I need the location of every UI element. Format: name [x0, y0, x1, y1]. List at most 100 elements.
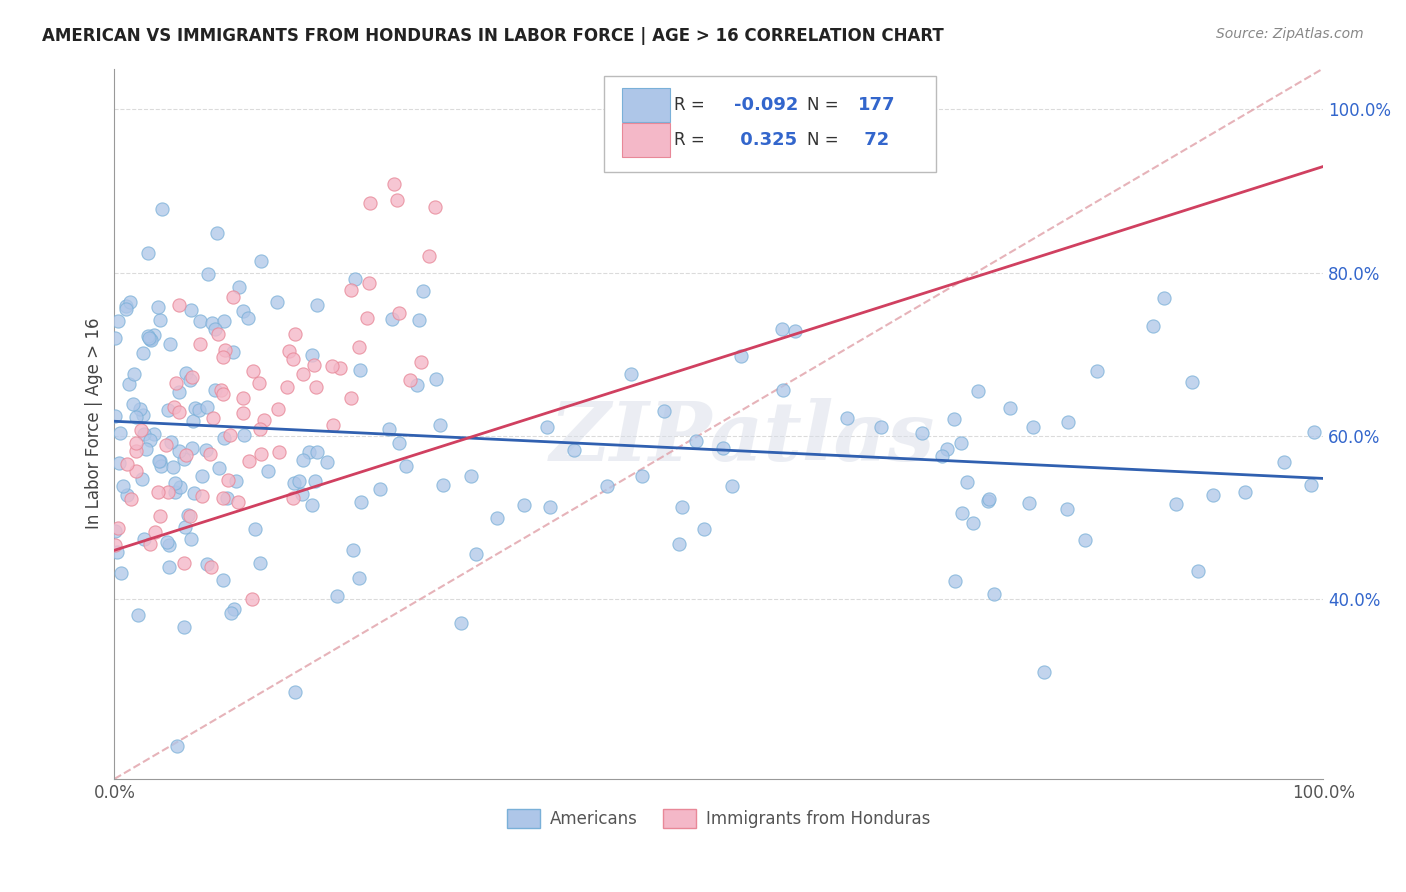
Point: [253, 413, 276, 427]
Point: [485, 510, 508, 524]
Point: [281, 491, 304, 506]
Point: [425, 200, 447, 214]
Point: [228, 280, 250, 294]
Point: [869, 420, 891, 434]
Text: R =: R =: [673, 95, 704, 114]
Point: [772, 322, 794, 336]
Text: 0.325: 0.325: [734, 131, 797, 149]
Point: [409, 355, 432, 369]
Point: [287, 474, 309, 488]
Point: [180, 532, 202, 546]
Point: [232, 304, 254, 318]
Point: [150, 202, 173, 216]
Point: [250, 447, 273, 461]
Point: [148, 300, 170, 314]
Point: [173, 556, 195, 570]
Point: [165, 376, 187, 391]
Point: [284, 685, 307, 699]
Point: [429, 418, 451, 433]
Point: [730, 349, 752, 363]
Point: [305, 445, 328, 459]
Point: [242, 364, 264, 378]
Point: [165, 476, 187, 491]
Point: [209, 383, 232, 397]
Point: [143, 525, 166, 540]
Point: [208, 460, 231, 475]
Point: [107, 521, 129, 535]
Point: [979, 491, 1001, 506]
Point: [1087, 364, 1109, 378]
Point: [224, 602, 246, 616]
Point: [381, 312, 404, 326]
Point: [350, 494, 373, 508]
Point: [668, 537, 690, 551]
Point: [122, 397, 145, 411]
Point: [200, 560, 222, 574]
Point: [1181, 375, 1204, 389]
Point: [131, 472, 153, 486]
Point: [783, 324, 806, 338]
Point: [107, 314, 129, 328]
Point: [998, 401, 1021, 415]
Point: [267, 445, 290, 459]
Point: [432, 478, 454, 492]
Point: [159, 337, 181, 351]
FancyBboxPatch shape: [621, 87, 671, 122]
Point: [652, 404, 675, 418]
Point: [115, 301, 138, 316]
Point: [105, 545, 128, 559]
Point: [176, 508, 198, 522]
Point: [464, 547, 486, 561]
Point: [378, 422, 401, 436]
Point: [174, 519, 197, 533]
Point: [513, 498, 536, 512]
Point: [132, 346, 155, 360]
Point: [214, 313, 236, 327]
Point: [307, 298, 329, 312]
Point: [195, 400, 218, 414]
Point: [692, 522, 714, 536]
Point: [187, 403, 209, 417]
Point: [911, 425, 934, 440]
Point: [721, 479, 744, 493]
Point: [114, 300, 136, 314]
Point: [1153, 291, 1175, 305]
Point: [304, 474, 326, 488]
Point: [356, 310, 378, 325]
Point: [385, 193, 408, 207]
Point: [398, 373, 420, 387]
Point: [217, 473, 239, 487]
Point: [174, 448, 197, 462]
Point: [536, 420, 558, 434]
Point: [104, 538, 127, 552]
Point: [342, 543, 364, 558]
Point: [163, 400, 186, 414]
Point: [837, 410, 859, 425]
Point: [110, 426, 132, 441]
Point: [225, 474, 247, 488]
Point: [132, 409, 155, 423]
Point: [1056, 415, 1078, 429]
Point: [183, 414, 205, 428]
Point: [564, 442, 586, 457]
FancyBboxPatch shape: [605, 76, 936, 171]
Point: [143, 328, 166, 343]
Point: [162, 460, 184, 475]
Point: [943, 574, 966, 588]
Point: [238, 454, 260, 468]
Point: [211, 350, 233, 364]
Point: [344, 272, 367, 286]
Text: -0.092: -0.092: [734, 95, 799, 114]
Point: [132, 426, 155, 441]
Point: [148, 454, 170, 468]
Point: [184, 401, 207, 415]
Point: [936, 442, 959, 456]
Point: [204, 321, 226, 335]
Point: [291, 486, 314, 500]
Point: [205, 226, 228, 240]
Point: [277, 343, 299, 358]
Text: 72: 72: [858, 131, 889, 149]
Point: [180, 303, 202, 318]
Point: [197, 267, 219, 281]
Point: [173, 620, 195, 634]
